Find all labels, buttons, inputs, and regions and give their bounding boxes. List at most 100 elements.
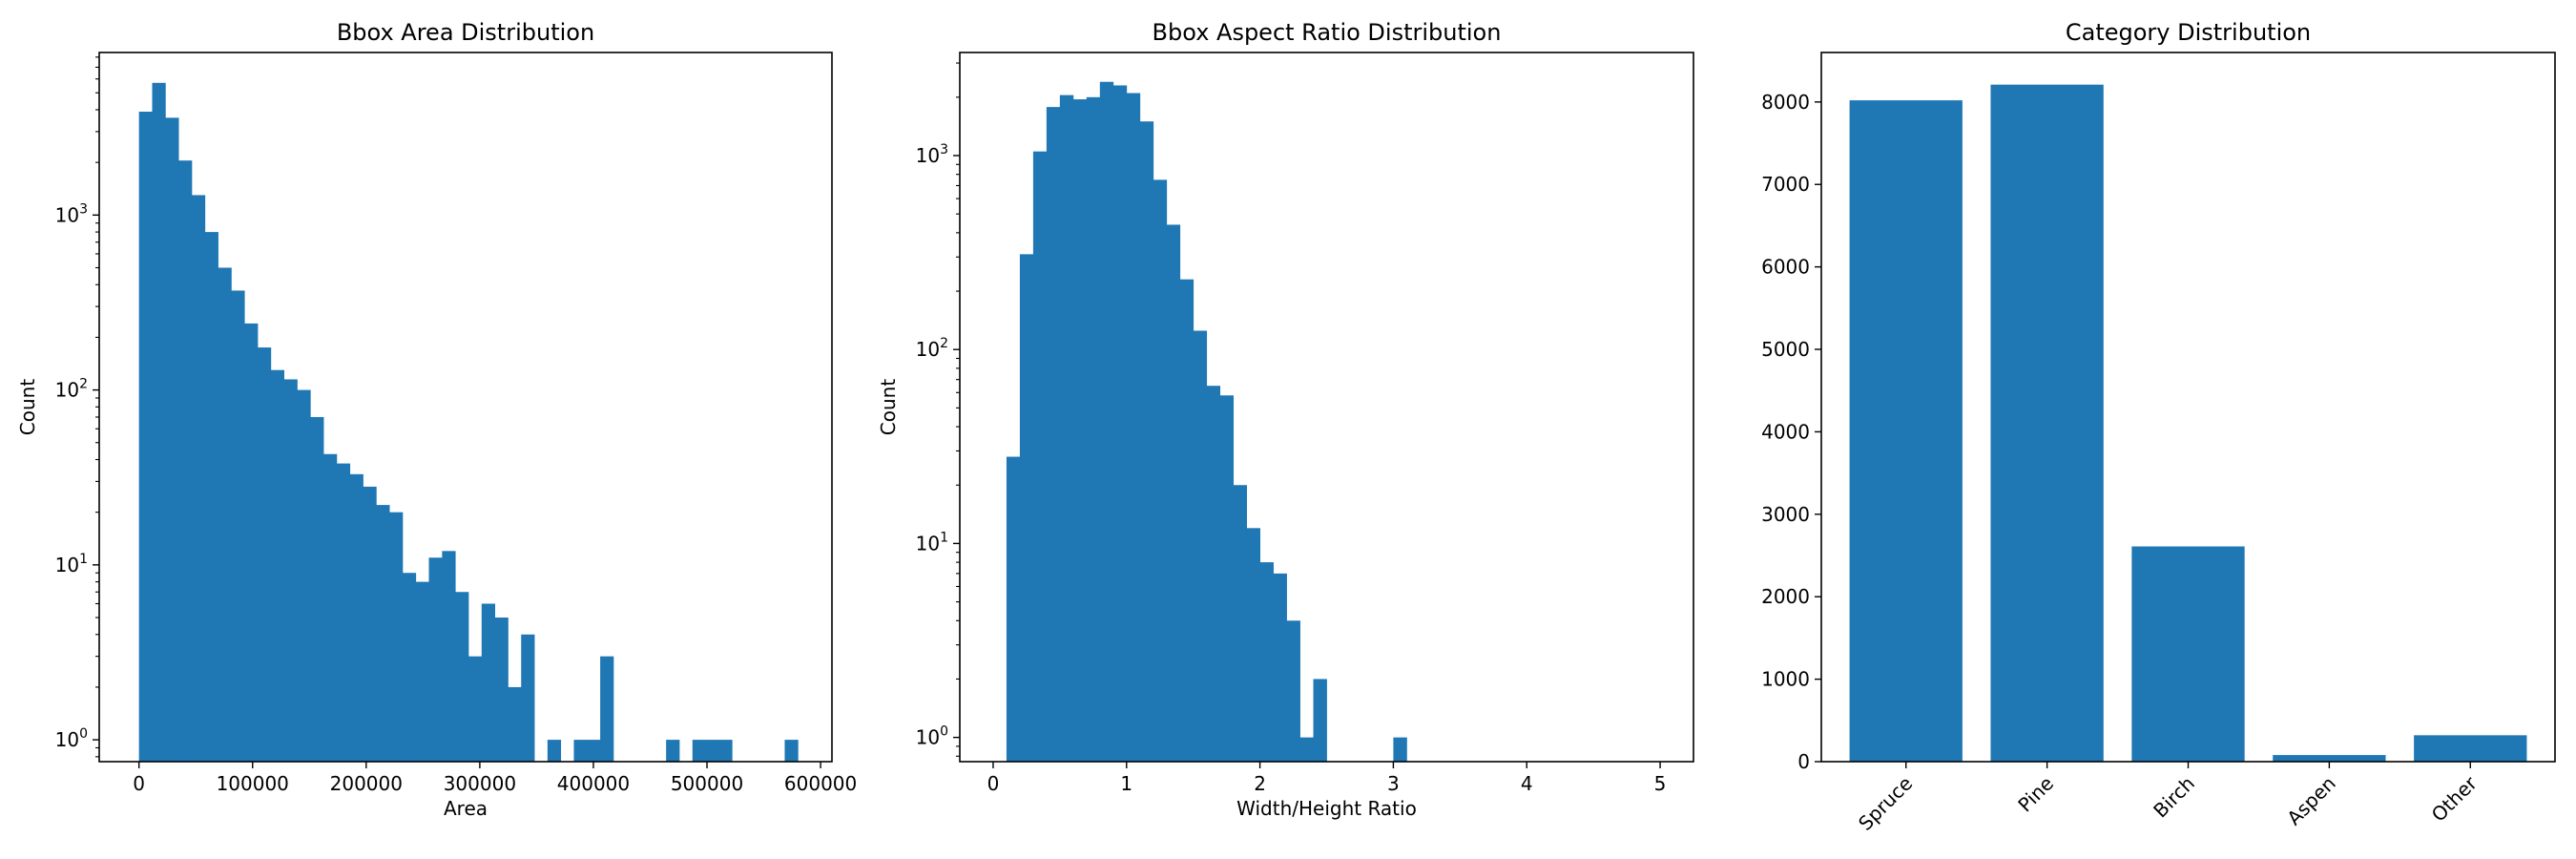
x-tick-label: 4 bbox=[1521, 772, 1533, 795]
y-tick-label-base: 10 bbox=[916, 726, 940, 749]
y-axis-label: Count bbox=[877, 379, 900, 436]
x-tick-label: 3 bbox=[1387, 772, 1400, 795]
x-tick-label: 200000 bbox=[330, 772, 403, 795]
histogram-bar bbox=[521, 634, 535, 762]
x-tick-label: 0 bbox=[133, 772, 145, 795]
category-label: Other bbox=[2427, 771, 2483, 827]
histogram-bar bbox=[481, 603, 495, 762]
histogram-bar bbox=[692, 740, 706, 762]
y-tick-label: 2000 bbox=[1761, 585, 1810, 608]
histogram-bar bbox=[1273, 573, 1287, 762]
category-bar bbox=[2273, 755, 2386, 762]
histogram-bar bbox=[442, 551, 456, 762]
category-bar bbox=[2131, 546, 2245, 762]
bars bbox=[138, 82, 799, 763]
histogram-bar bbox=[705, 740, 719, 762]
y-tick-label: 1000 bbox=[1761, 668, 1810, 691]
histogram-bar bbox=[1112, 85, 1128, 763]
histogram-bar bbox=[508, 686, 522, 762]
histogram-bar bbox=[376, 505, 390, 762]
histogram-bar bbox=[1153, 179, 1168, 762]
y-tick-label-base: 10 bbox=[916, 532, 940, 555]
histogram-bar bbox=[1099, 81, 1114, 763]
histogram-bar bbox=[600, 656, 614, 762]
histogram-bar bbox=[1072, 99, 1088, 762]
histogram-bar bbox=[191, 195, 206, 762]
bars bbox=[1849, 84, 2527, 763]
histogram-bar bbox=[455, 592, 469, 762]
histogram-bar bbox=[323, 453, 338, 762]
histogram-bar bbox=[244, 323, 259, 762]
y-tick-label: 100 bbox=[916, 724, 948, 749]
histogram-bar bbox=[1019, 254, 1034, 762]
histogram-bar bbox=[165, 117, 179, 762]
y-tick-label-base: 10 bbox=[916, 338, 940, 361]
y-tick-label-exponent: 3 bbox=[79, 201, 88, 217]
histogram-bar bbox=[231, 290, 245, 762]
y-tick-label-base: 10 bbox=[55, 554, 79, 576]
histogram-bar bbox=[283, 379, 298, 762]
y-tick-label: 6000 bbox=[1761, 256, 1810, 279]
category-bar bbox=[1990, 84, 2104, 762]
x-axis-label: Width/Height Ratio bbox=[1236, 797, 1417, 820]
y-tick-label-base: 10 bbox=[55, 203, 79, 226]
histogram-bar bbox=[1246, 528, 1260, 762]
x-tick-label: 100000 bbox=[217, 772, 289, 795]
y-tick-label: 4000 bbox=[1761, 420, 1810, 443]
y-tick-label: 101 bbox=[55, 552, 88, 576]
histogram-bar bbox=[1059, 94, 1074, 762]
histogram-bar bbox=[218, 267, 232, 762]
histogram-bar bbox=[587, 740, 601, 762]
y-tick-label: 7000 bbox=[1761, 173, 1810, 196]
histogram-bar bbox=[204, 232, 218, 762]
chart-title: Bbox Aspect Ratio Distribution bbox=[1153, 19, 1502, 46]
x-tick-label: 0 bbox=[987, 772, 1000, 795]
histogram-bar bbox=[1313, 679, 1327, 762]
histogram-bar bbox=[428, 557, 443, 762]
histogram-bar bbox=[573, 740, 588, 762]
y-tick-label-exponent: 0 bbox=[79, 726, 88, 742]
y-tick-label: 103 bbox=[916, 142, 948, 167]
y-tick-label: 101 bbox=[916, 530, 948, 555]
histogram-bar bbox=[784, 740, 799, 762]
histogram-bar bbox=[1206, 386, 1221, 762]
x-tick-label: 2 bbox=[1254, 772, 1266, 795]
y-tick-label: 3000 bbox=[1761, 503, 1810, 526]
histogram-bar bbox=[1233, 485, 1248, 762]
x-tick-label: 300000 bbox=[444, 772, 516, 795]
histogram-bar bbox=[1299, 737, 1314, 762]
histogram-bar bbox=[547, 740, 562, 762]
axes-frame bbox=[959, 52, 1694, 763]
y-tick-label-base: 10 bbox=[55, 728, 79, 751]
y-tick-label: 102 bbox=[55, 377, 88, 402]
y-tick-label-base: 10 bbox=[916, 144, 940, 167]
x-axis-label: Area bbox=[444, 797, 488, 820]
histogram-bar bbox=[178, 160, 193, 762]
category-label: Birch bbox=[2149, 772, 2199, 823]
histogram-bar bbox=[152, 82, 166, 763]
histogram-bar bbox=[1259, 562, 1274, 762]
histogram-bar bbox=[336, 463, 351, 762]
histogram-bar bbox=[415, 581, 429, 762]
x-tick-label: 500000 bbox=[671, 772, 743, 795]
histogram-bar bbox=[1286, 620, 1300, 762]
histogram-bar bbox=[138, 112, 153, 762]
histogram-bar bbox=[1126, 93, 1141, 762]
category-label: Pine bbox=[2013, 772, 2058, 817]
y-tick-label: 8000 bbox=[1761, 91, 1810, 114]
x-tick-label: 5 bbox=[1654, 772, 1667, 795]
histogram-bar bbox=[1219, 395, 1235, 762]
chart-panel-3: 0 1000 2000 3000 4000 5000 6000 7000 8000 Spruce P… bbox=[1761, 19, 2556, 835]
bars bbox=[1006, 81, 1407, 763]
histogram-bar bbox=[1032, 151, 1048, 762]
histogram-bar bbox=[1393, 737, 1407, 762]
category-bar bbox=[1849, 100, 1963, 763]
x-tick-label: 400000 bbox=[557, 772, 630, 795]
x-tick-label: 1 bbox=[1120, 772, 1132, 795]
histogram-bar bbox=[467, 656, 483, 762]
histogram-bar bbox=[718, 740, 733, 762]
category-label: Aspen bbox=[2282, 772, 2340, 830]
y-tick-label-exponent: 1 bbox=[79, 552, 88, 567]
